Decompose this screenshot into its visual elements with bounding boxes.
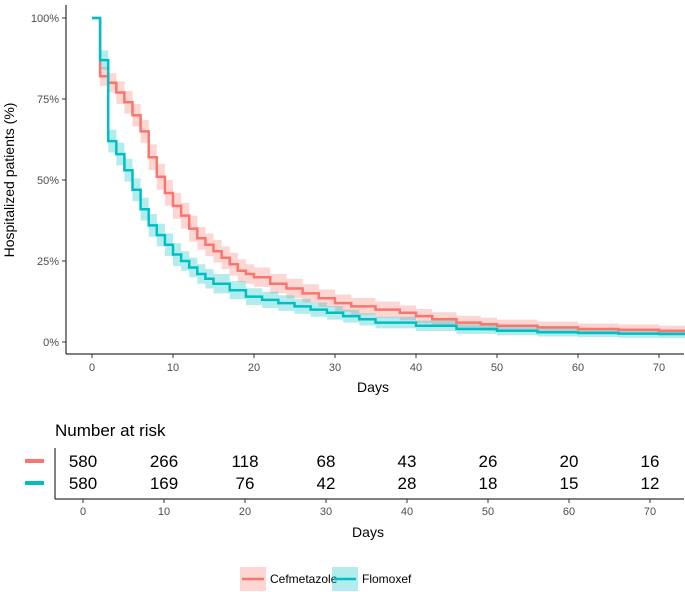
y-tick-label: 100% <box>31 13 59 25</box>
y-tick-label: 50% <box>37 175 59 187</box>
risk-value-flomoxef: 15 <box>560 474 579 493</box>
risk-value-flomoxef: 76 <box>236 474 255 493</box>
risk-value-cefmetazole: 20 <box>560 452 579 471</box>
x-axis-ticks: 0 10 20 30 40 50 60 70 <box>89 354 665 374</box>
risk-value-flomoxef: 169 <box>150 474 178 493</box>
legend-label-cefmetazole: Cefmetazole <box>270 572 338 586</box>
risk-value-flomoxef: 42 <box>317 474 336 493</box>
risk-value-cefmetazole: 68 <box>317 452 336 471</box>
x-tick-label: 20 <box>248 362 260 374</box>
risk-value-cefmetazole: 580 <box>69 452 97 471</box>
curve-cefmetazole <box>92 16 685 332</box>
legend: Cefmetazole Flomoxef <box>240 567 412 591</box>
risk-x-tick-label: 50 <box>482 506 494 518</box>
legend-label-flomoxef: Flomoxef <box>362 572 412 586</box>
survival-curves <box>92 16 685 336</box>
y-axis-title: Hospitalized patients (%) <box>1 103 17 258</box>
risk-table-rows: 580 266 118 68 43 26 20 16 580 169 76 42 28 18 15 12 <box>25 452 659 493</box>
risk-x-axis-ticks: 0 10 20 30 40 50 60 70 <box>80 499 656 518</box>
risk-value-cefmetazole: 266 <box>150 452 178 471</box>
risk-value-flomoxef: 28 <box>398 474 417 493</box>
risk-x-tick-label: 60 <box>563 506 575 518</box>
risk-table-title: Number at risk <box>55 421 166 440</box>
x-tick-label: 70 <box>653 362 665 374</box>
x-tick-label: 0 <box>89 362 95 374</box>
x-tick-label: 30 <box>329 362 341 374</box>
x-tick-label: 50 <box>491 362 503 374</box>
y-tick-label: 0% <box>43 337 59 349</box>
risk-x-axis-title: Days <box>352 524 384 540</box>
y-axis-ticks: 0% 25% 50% 75% 100% <box>31 13 66 349</box>
x-tick-label: 10 <box>167 362 179 374</box>
y-tick-label: 75% <box>37 94 59 106</box>
risk-value-cefmetazole: 43 <box>398 452 417 471</box>
risk-value-cefmetazole: 16 <box>641 452 660 471</box>
x-tick-label: 40 <box>410 362 422 374</box>
curve-flomoxef <box>92 16 685 336</box>
risk-table: Number at risk 580 266 118 68 43 26 20 16 580 169… <box>25 421 684 540</box>
risk-x-tick-label: 0 <box>80 506 86 518</box>
risk-x-tick-label: 20 <box>239 506 251 518</box>
x-tick-label: 60 <box>572 362 584 374</box>
y-tick-label: 25% <box>37 256 59 268</box>
risk-x-tick-label: 10 <box>158 506 170 518</box>
risk-value-flomoxef: 12 <box>641 474 660 493</box>
risk-x-tick-label: 30 <box>320 506 332 518</box>
risk-value-cefmetazole: 118 <box>231 452 258 471</box>
risk-x-tick-label: 70 <box>644 506 656 518</box>
risk-x-tick-label: 40 <box>401 506 413 518</box>
confidence-bands <box>92 18 685 339</box>
x-axis-title: Days <box>357 379 389 395</box>
km-plot-area: 0% 25% 50% 75% 100% 0 10 20 30 40 50 60 70 Days Hos… <box>1 5 685 395</box>
ci-band-flomoxef <box>92 18 685 339</box>
ci-band-cefmetazole <box>92 18 685 336</box>
risk-value-cefmetazole: 26 <box>479 452 498 471</box>
risk-value-flomoxef: 18 <box>479 474 498 493</box>
risk-value-flomoxef: 580 <box>69 474 97 493</box>
